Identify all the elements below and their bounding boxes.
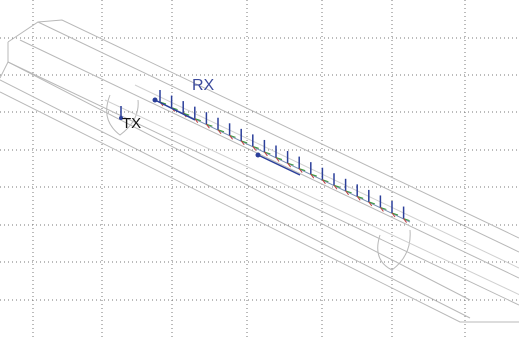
rx-label: RX — [192, 77, 215, 94]
antenna-part — [155, 100, 195, 120]
tx-label: TX — [122, 115, 141, 132]
scene: TX RX — [0, 0, 519, 338]
grid — [0, 0, 519, 338]
tunnel — [0, 20, 519, 322]
